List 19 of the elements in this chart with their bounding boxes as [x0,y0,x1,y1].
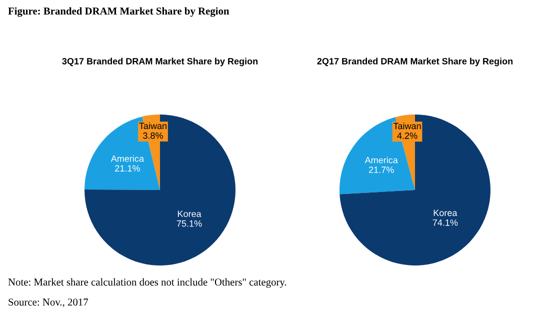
data-label: 74.1% [432,219,458,226]
data-label: 75.1% [176,220,202,227]
slice-label: Korea [434,210,458,216]
text: Figure: Branded DRAM Market Share by Region [8,7,230,17]
slice-label: Korea [178,210,202,218]
chart-title: 3Q17 Branded DRAM Market Share by Region [62,58,258,66]
chart-title: 2Q17 Branded DRAM Market Share by Region [317,58,513,66]
data-label: 21.7% [368,166,394,173]
data-label: 4.2% [397,132,418,139]
data-label: 3.8% [143,132,163,139]
text: Note: Market share calculation does not include "Others" category. [8,278,286,288]
slice-label: Taiwan [139,122,166,130]
data-label: 21.1% [115,165,140,172]
slice-label: America [364,156,398,164]
source-note: Source: Nov., 2017 [8,298,88,308]
pie-slice [84,114,236,266]
slice-label: Taiwan [393,122,421,130]
slice-label: America [110,155,144,162]
pie-slice [340,114,490,266]
